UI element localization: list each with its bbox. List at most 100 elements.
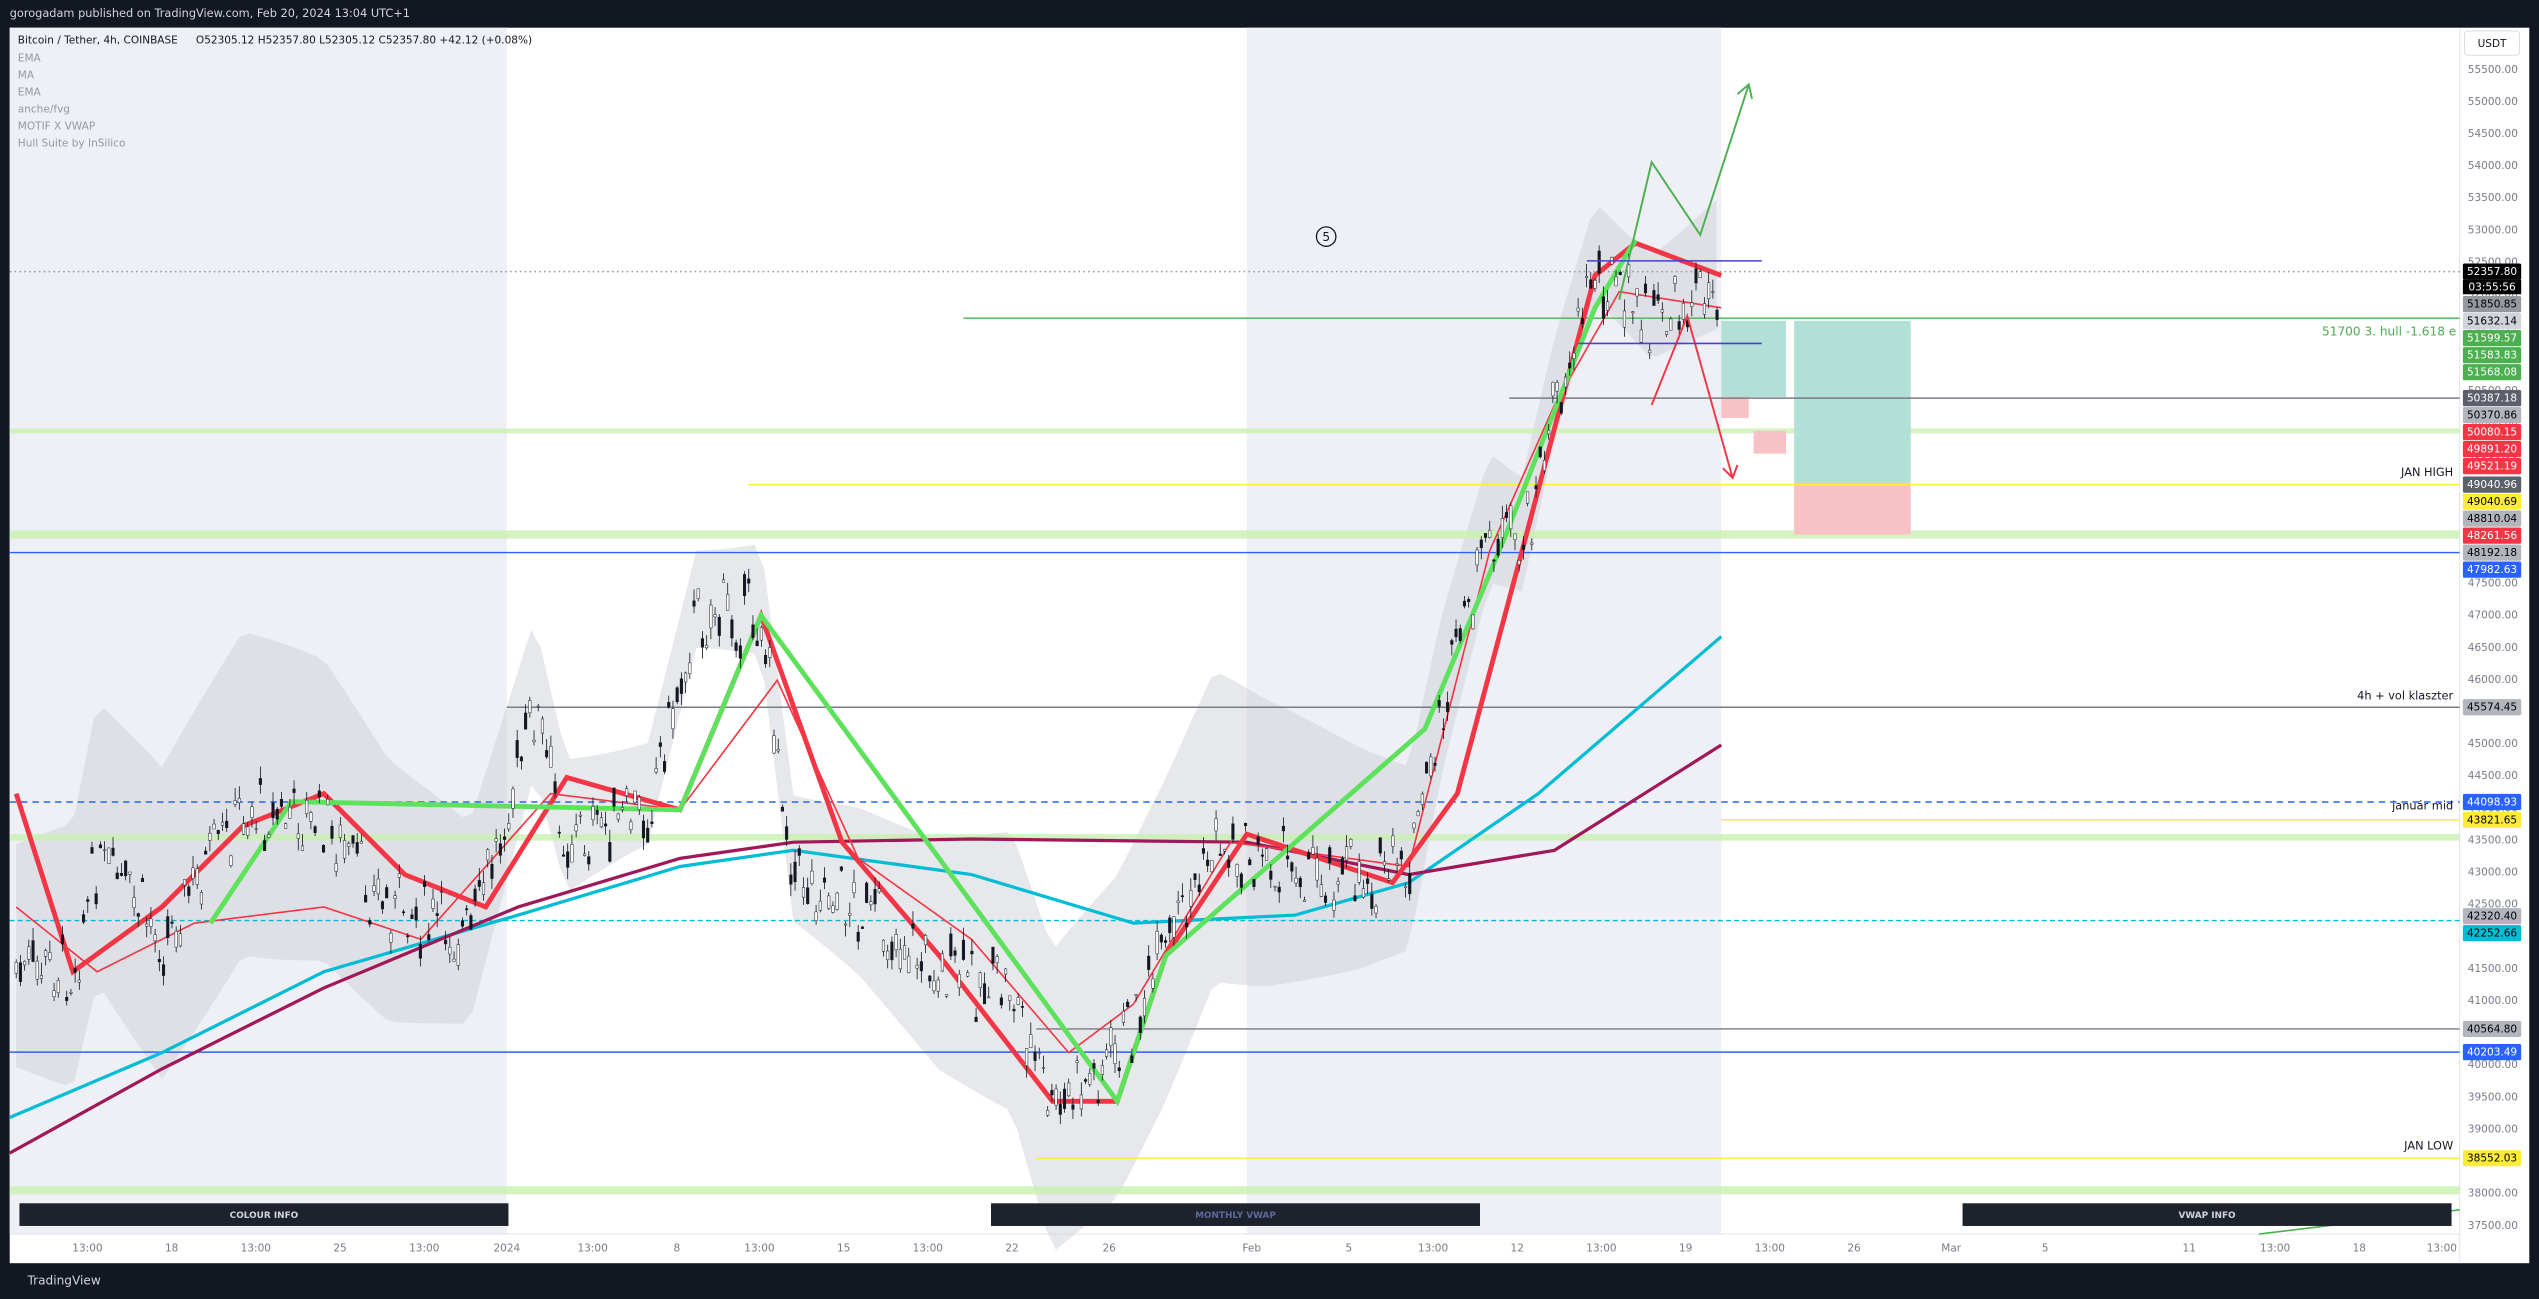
candle: [452, 958, 456, 962]
button-label[interactable]: COLOUR INFO: [230, 1211, 299, 1221]
candle: [936, 979, 940, 992]
candle: [1088, 1073, 1092, 1085]
candle: [1593, 280, 1597, 289]
candle: [1252, 878, 1256, 888]
candle: [945, 994, 949, 997]
candle: [1071, 1104, 1075, 1110]
price-tick: 38000.00: [2468, 1188, 2518, 1200]
candle: [229, 855, 233, 866]
button-label[interactable]: VWAP INFO: [2178, 1211, 2236, 1221]
candle: [326, 798, 330, 806]
candle: [241, 823, 246, 835]
price-tick: 39000.00: [2468, 1123, 2518, 1135]
candle: [1058, 1103, 1062, 1115]
candle: [237, 797, 241, 803]
candle: [65, 997, 69, 1001]
shade: [1246, 27, 1722, 1235]
candle: [961, 939, 965, 960]
candle: [401, 911, 406, 914]
candle: [204, 850, 208, 855]
candle: [553, 781, 557, 794]
candle: [1189, 890, 1193, 907]
jan-low: JAN LOW: [2403, 1139, 2453, 1153]
candle: [957, 974, 961, 988]
price-tick: 42500.00: [2468, 899, 2518, 911]
candle: [1694, 268, 1698, 284]
candle: [987, 996, 991, 999]
candle: [410, 914, 414, 919]
countdown: 03:55:56: [2468, 281, 2516, 293]
candle: [1130, 1055, 1134, 1063]
stop-box: [1794, 482, 1911, 535]
candle: [1025, 1048, 1029, 1066]
candle: [633, 790, 637, 803]
candle: [1147, 955, 1151, 970]
candle: [709, 604, 713, 629]
candle: [1361, 888, 1365, 898]
candle: [844, 923, 848, 926]
candle: [873, 889, 877, 905]
price-label-box: [2462, 1044, 2522, 1061]
candle: [561, 854, 566, 857]
candle: [1008, 995, 1012, 1001]
candle: [1622, 310, 1626, 328]
candle: [448, 946, 452, 955]
candle: [1050, 1089, 1054, 1096]
candle: [713, 614, 717, 618]
button[interactable]: [1962, 1203, 2452, 1226]
candle: [1176, 900, 1180, 903]
candle: [1193, 873, 1197, 880]
price-label-box: [2462, 364, 2522, 381]
button-label[interactable]: MONTHLY VWAP: [1195, 1211, 1276, 1221]
button[interactable]: [990, 1203, 1481, 1226]
candle: [145, 923, 149, 927]
candle: [275, 808, 279, 820]
candle: [1601, 296, 1605, 319]
candle: [658, 742, 662, 747]
price-label: 49891.20: [2467, 444, 2517, 456]
candle: [1635, 288, 1639, 297]
candle: [953, 950, 957, 956]
candle: [940, 953, 944, 972]
price-label-box: [2462, 1020, 2522, 1038]
time-tick: 25: [333, 1243, 346, 1255]
price-label-box: [2462, 561, 2522, 578]
candle: [1627, 264, 1631, 278]
candle: [974, 1016, 978, 1022]
time-tick: 11: [2183, 1243, 2196, 1255]
candle: [86, 899, 90, 902]
candle: [902, 945, 907, 960]
candle: [1437, 700, 1441, 707]
candle: [233, 800, 237, 805]
time-tick: 15: [837, 1243, 850, 1255]
candle: [1597, 250, 1601, 274]
candle: [620, 807, 624, 811]
currency[interactable]: USDT: [2478, 38, 2507, 50]
price-label-box: [2462, 544, 2522, 561]
stop-box: [1721, 396, 1749, 418]
candle: [305, 800, 309, 814]
candle: [1715, 309, 1719, 320]
price-tick: 55000.00: [2468, 96, 2518, 108]
candle: [1475, 549, 1479, 566]
candle: [1256, 836, 1260, 845]
candle: [490, 863, 494, 879]
time-tick: 13:00: [241, 1243, 271, 1255]
candle: [423, 881, 427, 887]
candle: [1113, 1043, 1117, 1064]
candle: [1454, 628, 1458, 638]
ema-line: [9, 635, 1723, 1119]
candle: [734, 642, 738, 651]
price-label: 42320.40: [2467, 911, 2517, 923]
candle: [300, 845, 305, 852]
candle: [1151, 978, 1155, 989]
candle: [427, 934, 431, 941]
candle: [1707, 282, 1711, 299]
time-tick: Mar: [1941, 1243, 1962, 1255]
button[interactable]: [19, 1203, 509, 1226]
time-tick: 13:00: [409, 1243, 439, 1255]
candle: [1231, 823, 1235, 840]
currency-box[interactable]: [2464, 30, 2520, 56]
candle: [334, 863, 338, 872]
candle: [469, 915, 473, 930]
